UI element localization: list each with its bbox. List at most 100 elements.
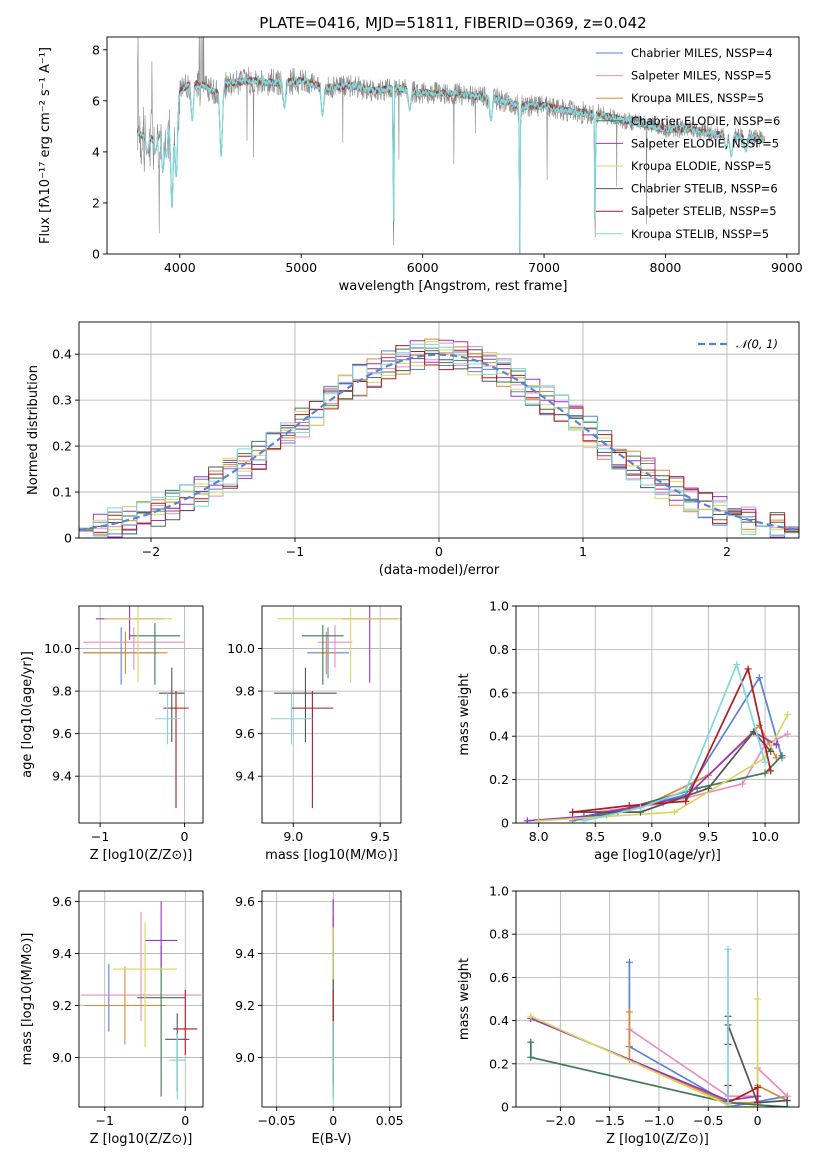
weight-point <box>784 711 792 718</box>
panel-5 <box>75 890 204 1111</box>
panel-0 <box>103 36 800 258</box>
y-tick-label: 9.6 <box>235 894 255 909</box>
x-tick-label: −1.0 <box>644 1113 674 1128</box>
plot-area <box>79 338 799 538</box>
x-tick-label: 5000 <box>285 260 317 275</box>
error-bar-point-6 <box>274 667 337 743</box>
histogram-series-6 <box>79 349 799 535</box>
error-bar-point-8 <box>154 693 181 745</box>
x-tick-label: 7000 <box>528 260 560 275</box>
x-axis-label: age [log10(age/yr)] <box>594 848 721 863</box>
weight-point <box>754 995 762 1003</box>
x-tick-label: 9.5 <box>698 829 718 844</box>
y-tick-label: 0.4 <box>52 347 72 362</box>
weight-point <box>580 817 588 823</box>
y-tick-label: 8 <box>92 42 100 57</box>
x-axis-label: Z [log10(Z/Z⊙)] <box>90 848 193 863</box>
y-tick-label: 9.6 <box>235 726 255 741</box>
x-tick-label: 1 <box>579 544 587 559</box>
y-axis-label: mass weight <box>457 673 472 755</box>
error-bar-point-3 <box>136 945 186 1097</box>
error-bar-point-5 <box>104 606 172 683</box>
weight-point <box>744 665 752 673</box>
weight-series-7 <box>572 666 772 813</box>
weight-point <box>784 730 792 738</box>
weight-point <box>783 1103 791 1107</box>
axes-frame <box>78 605 204 824</box>
weight-point <box>682 786 690 794</box>
x-tick-label: 0.05 <box>376 1113 404 1128</box>
x-axis-label: Z [log10(Z/Z⊙)] <box>606 1132 709 1147</box>
weight-series-5 <box>530 999 759 1107</box>
x-tick-label: −1 <box>286 544 304 559</box>
plot-area <box>270 606 401 809</box>
y-tick-label: 9.4 <box>52 946 72 961</box>
x-tick-label: 0 <box>329 1113 337 1128</box>
error-bar-point-3 <box>129 623 181 685</box>
panel-3 <box>258 605 402 827</box>
y-tick-label: 9.8 <box>52 684 72 699</box>
error-bar-point-4 <box>145 901 178 967</box>
x-tick-label: 9000 <box>771 260 803 275</box>
error-bar-point-8 <box>169 1034 186 1100</box>
weight-point <box>754 1099 762 1107</box>
x-axis-label: Z [log10(Z/Z⊙)] <box>90 1132 193 1147</box>
y-tick-label: 0 <box>64 531 72 546</box>
error-bar-point-6 <box>159 667 185 743</box>
x-tick-label: 9.5 <box>370 829 390 844</box>
y-tick-label: 0.6 <box>489 970 509 985</box>
plot-area <box>83 606 189 809</box>
spectrum-model-8 <box>136 75 766 254</box>
weight-point <box>625 958 633 966</box>
y-tick-label: 1.0 <box>489 884 509 899</box>
axes-frame <box>515 605 800 824</box>
y-tick-label: 0.2 <box>52 439 72 454</box>
y-tick-label: 4 <box>92 144 100 159</box>
y-tick-label: 0.4 <box>489 729 509 744</box>
y-tick-label: 2 <box>92 195 100 210</box>
x-tick-label: 0 <box>181 1113 189 1128</box>
weight-point <box>761 758 769 766</box>
y-tick-label: 9.6 <box>52 894 72 909</box>
y-tick-label: 1.0 <box>489 599 509 614</box>
y-axis-label: mass [log10(M/M⊙)] <box>20 933 35 1066</box>
y-axis-label: mass weight <box>457 958 472 1040</box>
y-tick-label: 9.0 <box>52 1050 72 1065</box>
y-tick-label: 0.2 <box>489 1056 509 1071</box>
panel-2 <box>75 605 204 827</box>
weight-point <box>724 945 732 953</box>
error-bar-point-2 <box>317 631 335 675</box>
y-tick-label: 0 <box>501 1100 509 1115</box>
y-tick-label: 9.8 <box>235 684 255 699</box>
error-bar-point-1 <box>83 627 185 670</box>
error-bar-point-8 <box>270 693 313 745</box>
x-tick-label: 4000 <box>164 260 196 275</box>
x-tick-label: 6000 <box>407 260 439 275</box>
legend-label: Kroupa ELODIE, NSSP=5 <box>631 159 772 173</box>
weight-point <box>527 1053 535 1061</box>
x-tick-label: 0 <box>754 1113 762 1128</box>
x-tick-label: −1 <box>96 1113 114 1128</box>
weight-point <box>625 1008 633 1016</box>
y-tick-label: 0.8 <box>489 927 509 942</box>
y-tick-label: 9.4 <box>52 769 72 784</box>
x-axis-label: (data-model)/error <box>379 563 500 578</box>
plot-area <box>136 37 766 254</box>
y-tick-label: 0.8 <box>489 642 509 657</box>
error-bar-point-1 <box>317 625 353 668</box>
x-tick-label: 0 <box>180 829 188 844</box>
x-tick-label: 8000 <box>650 260 682 275</box>
weight-series-2 <box>628 1012 788 1104</box>
weight-point <box>527 1038 535 1046</box>
x-tick-label: 2 <box>723 544 731 559</box>
weight-point <box>625 802 633 810</box>
error-bar-point-7 <box>291 691 334 809</box>
error-bar-point-3 <box>301 625 344 685</box>
y-tick-label: 9.4 <box>235 946 255 961</box>
legend-label: Chabrier STELIB, NSSP=6 <box>631 182 778 196</box>
plot-area <box>80 901 202 1100</box>
weight-point <box>670 808 678 816</box>
x-tick-label: 8.5 <box>585 829 605 844</box>
weight-point <box>767 747 775 755</box>
